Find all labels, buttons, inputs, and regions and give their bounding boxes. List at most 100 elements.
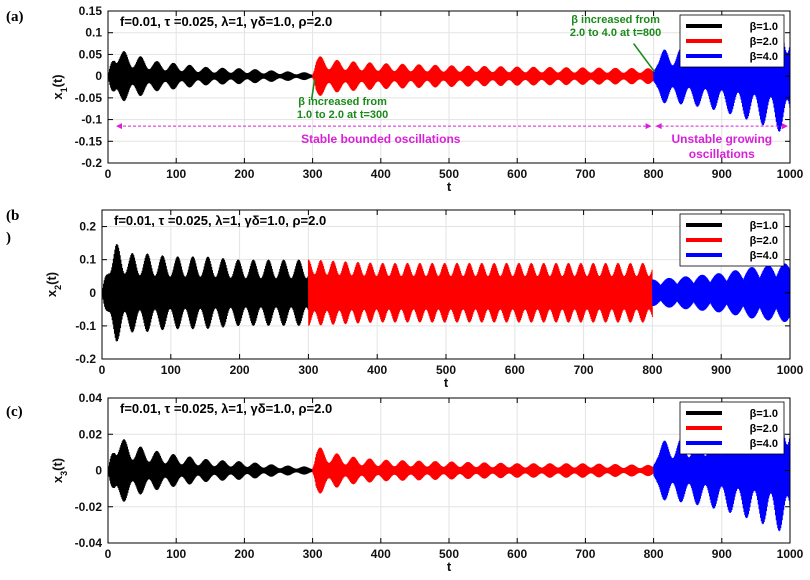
x-tick-label: 100 (166, 167, 186, 181)
legend: β=1.0 β=2.0 β=4.0 (679, 213, 785, 267)
x-tick-label: 500 (436, 363, 456, 377)
y-ticks: -0.2 -0.1 0 0.1 0.2 (75, 220, 790, 366)
y-tick-label: 0.15 (79, 4, 103, 18)
x-tick-label: 900 (711, 363, 731, 377)
x-tick-label: 1000 (777, 363, 804, 377)
x-tick-label: 0 (99, 363, 106, 377)
x-tick-label: 100 (166, 547, 186, 561)
panel-3: 0 100 200 300 400 500 600 700 800 900 1000 -0.04 -0.… (6, 391, 804, 574)
x-tick-label: 800 (642, 363, 662, 377)
series-1-line (107, 51, 313, 102)
y-axis-label: x2(t) (44, 272, 63, 297)
series-1-line (101, 244, 309, 342)
x-tick-label: 600 (505, 363, 525, 377)
y-tick-label: -0.05 (75, 91, 103, 105)
annotation-text: β increased from (298, 96, 387, 108)
series-group (107, 21, 791, 132)
legend-entry: β=4.0 (750, 438, 778, 450)
x-tick-label: 400 (367, 363, 387, 377)
y-tick-label: -0.1 (81, 113, 102, 127)
x-tick-label: 200 (234, 547, 254, 561)
x-tick-label: 700 (575, 547, 595, 561)
x-tick-label: 800 (644, 167, 664, 181)
x-tick-label: 800 (644, 547, 664, 561)
x-tick-label: 300 (298, 363, 318, 377)
legend-entry: β=1.0 (750, 21, 778, 33)
x-axis-label: t (447, 179, 452, 194)
x-tick-label: 900 (712, 547, 732, 561)
x-tick-label: 400 (371, 167, 391, 181)
x-tick-label: 400 (371, 547, 391, 561)
arrow-head (645, 123, 652, 130)
y-tick-label: -0.02 (75, 500, 103, 514)
x-tick-label: 500 (439, 547, 459, 561)
x-tick-label: 600 (507, 547, 527, 561)
series-1-line (107, 439, 313, 502)
series-3-line (653, 410, 791, 532)
legend-entry: β=2.0 (750, 235, 778, 247)
annotation-arrow (632, 43, 656, 73)
x-tick-label: 300 (303, 547, 323, 561)
y-tick-label: -0.04 (75, 536, 103, 550)
legend: β=1.0 β=2.0 β=4.0 (679, 14, 785, 68)
y-tick-label: 0.2 (79, 220, 96, 234)
annotation-arrow (310, 79, 316, 101)
x-tick-label: 200 (234, 167, 254, 181)
legend-entry: β=1.0 (750, 408, 778, 420)
annotation-text: oscillations (689, 147, 755, 161)
x-tick-label: 100 (161, 363, 181, 377)
y-tick-label: 0.1 (79, 253, 96, 267)
series-2-line (312, 56, 655, 96)
x-tick-label: 200 (230, 363, 250, 377)
y-tick-label: 0.05 (79, 47, 103, 61)
legend-entry: β=2.0 (750, 36, 778, 48)
y-tick-label: 0 (89, 286, 96, 300)
legend: β=1.0 β=2.0 β=4.0 (679, 401, 785, 455)
annotation-text: 1.0 to 2.0 at t=300 (297, 109, 388, 121)
x-tick-label: 500 (439, 167, 459, 181)
x-tick-label: 0 (105, 167, 112, 181)
y-tick-label: -0.1 (75, 319, 96, 333)
panel-label: ) (6, 230, 11, 246)
series-3-line (653, 21, 791, 132)
y-tick-label: -0.2 (81, 156, 102, 170)
panel-title: f=0.01, τ =0.025, λ=1, γδ=1.0, ρ=2.0 (120, 14, 332, 29)
x-tick-label: 700 (574, 363, 594, 377)
panel-title: f=0.01, τ =0.025, λ=1, γδ=1.0, ρ=2.0 (114, 213, 326, 228)
panel-label: (c) (6, 404, 23, 420)
x-ticks: 0 100 200 300 400 500 600 700 800 900 1000 (105, 11, 804, 181)
x-tick-label: 700 (575, 167, 595, 181)
x-tick-label: 300 (303, 167, 323, 181)
y-ticks: -0.04 -0.02 0 0.02 0.04 (75, 391, 790, 550)
x-ticks: 0 100 200 300 400 500 600 700 800 900 1000 (105, 398, 804, 561)
series-2-line (312, 447, 655, 494)
annotation-text: Stable bounded oscillations (301, 132, 461, 146)
x-tick-label: 1000 (777, 547, 804, 561)
panel-1: 0 100 200 300 400 500 600 700 800 900 1000 -0.2 -0.1… (6, 4, 804, 194)
legend-entry: β=2.0 (750, 423, 778, 435)
y-tick-label: 0 (95, 69, 102, 83)
y-axis-label: x1(t) (50, 74, 69, 99)
x-axis-label: t (447, 559, 452, 574)
x-axis-label: t (444, 375, 449, 390)
y-tick-label: -0.15 (75, 134, 103, 148)
series-3-line (651, 263, 791, 323)
annotation-text: β increased from (571, 14, 660, 26)
series-group (107, 410, 791, 532)
series-group (101, 244, 791, 342)
y-ticks: -0.2 -0.15 -0.1 -0.05 0 0.05 0.1 0.15 (75, 4, 790, 170)
annotation-text: Unstable growing (671, 132, 772, 146)
arrow-head (116, 123, 122, 130)
panel-label: (a) (6, 9, 24, 25)
y-tick-label: 0.02 (79, 427, 103, 441)
legend-entry: β=1.0 (750, 220, 778, 232)
legend-entry: β=4.0 (750, 51, 778, 63)
arrow-head (655, 123, 662, 130)
series-2-line (307, 259, 653, 326)
annotation-text: 2.0 to 4.0 at t=800 (570, 27, 661, 39)
y-tick-label: 0 (95, 464, 102, 478)
arrow-head (782, 123, 788, 130)
x-tick-label: 1000 (777, 167, 804, 181)
x-ticks: 0 100 200 300 400 500 600 700 800 900 1000 (99, 210, 804, 377)
